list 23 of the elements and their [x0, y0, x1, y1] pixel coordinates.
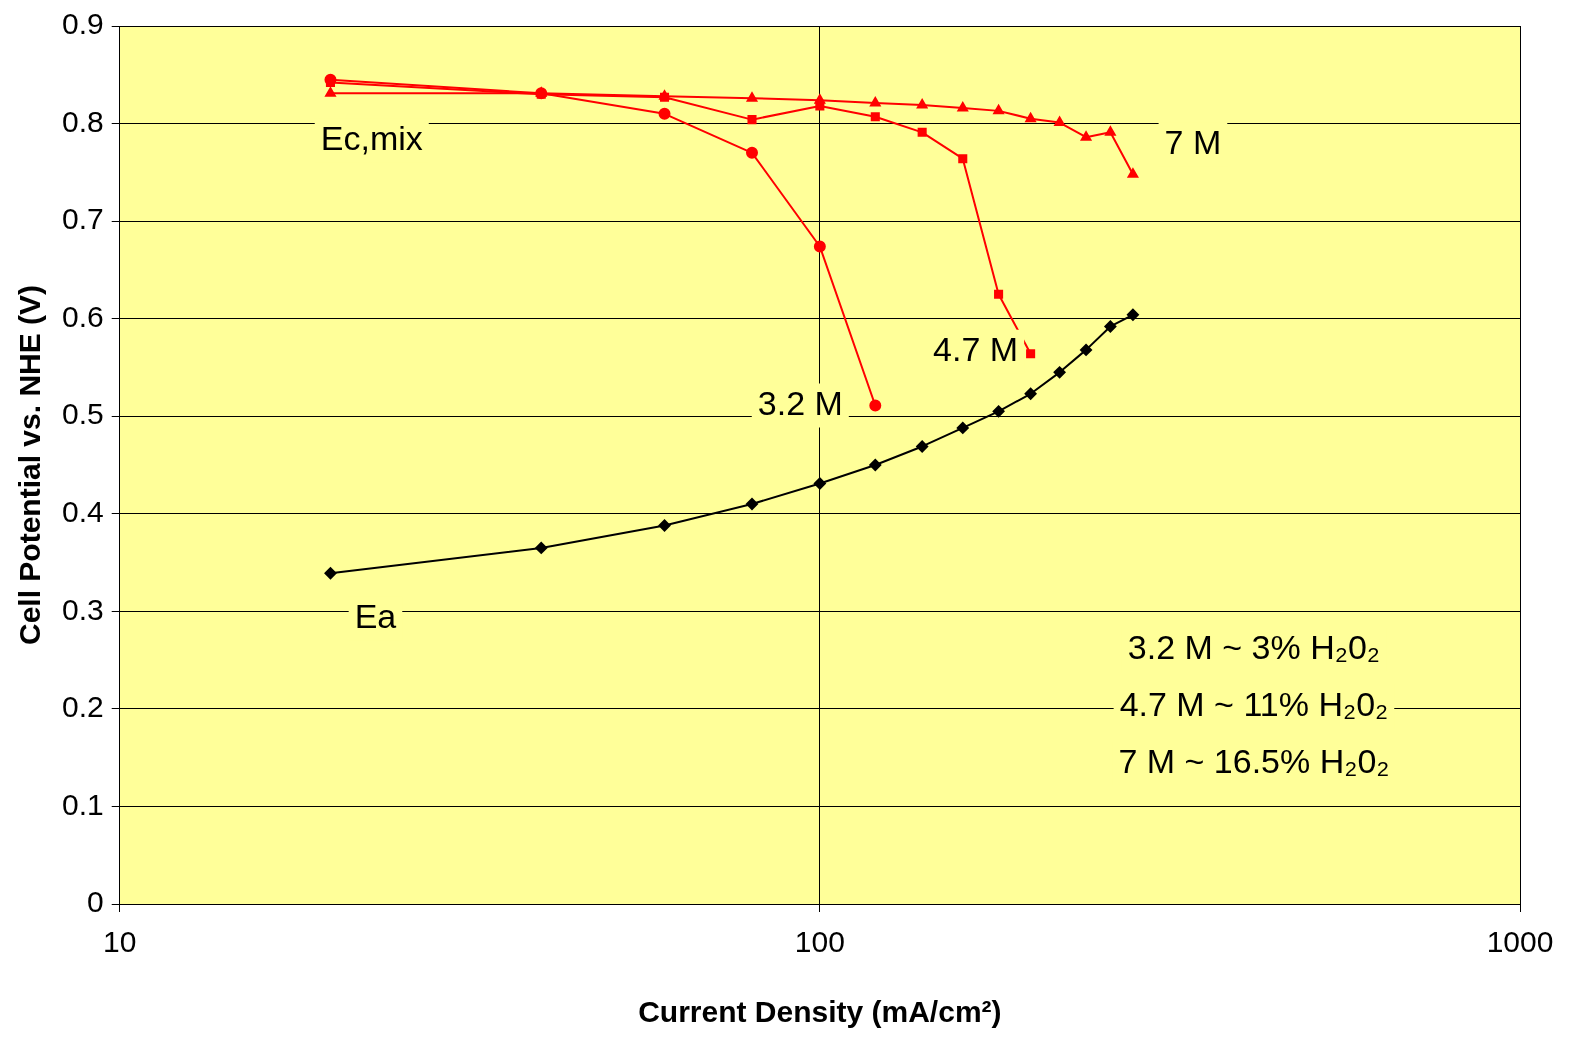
y-tick-label: 0.7: [61, 202, 104, 236]
annotation: Ec,mix: [320, 118, 423, 157]
series-label: Ea: [354, 596, 397, 635]
series-label: 7 M: [1164, 122, 1222, 161]
y-tick-label: 0.5: [61, 397, 104, 431]
x-axis-title: Current Density (mA/cm²): [638, 995, 1002, 1029]
x-tick-label: 10: [103, 925, 137, 959]
y-tick-label: 0: [87, 885, 104, 919]
y-axis-title: Cell Potential vs. NHE (V): [13, 284, 47, 646]
x-tick-label: 1000: [1486, 925, 1554, 959]
y-tick-label: 0.9: [61, 7, 104, 41]
y-tick-label: 0.8: [61, 104, 104, 138]
y-tick-label: 0.4: [61, 495, 104, 529]
annotation: 4.7 M ~ 11% H₂0₂: [1119, 684, 1389, 723]
x-tick-label: 100: [794, 925, 845, 959]
y-tick-label: 0.3: [61, 592, 104, 626]
y-tick-label: 0.6: [61, 299, 104, 333]
series-label: 3.2 M: [757, 383, 843, 422]
y-tick-label: 0.2: [61, 690, 104, 724]
y-tick-label: 0.1: [61, 787, 104, 821]
annotation: 7 M ~ 16.5% H₂0₂: [1118, 741, 1390, 780]
annotation: 3.2 M ~ 3% H₂0₂: [1127, 627, 1381, 666]
series-label: 4.7 M: [933, 330, 1019, 369]
